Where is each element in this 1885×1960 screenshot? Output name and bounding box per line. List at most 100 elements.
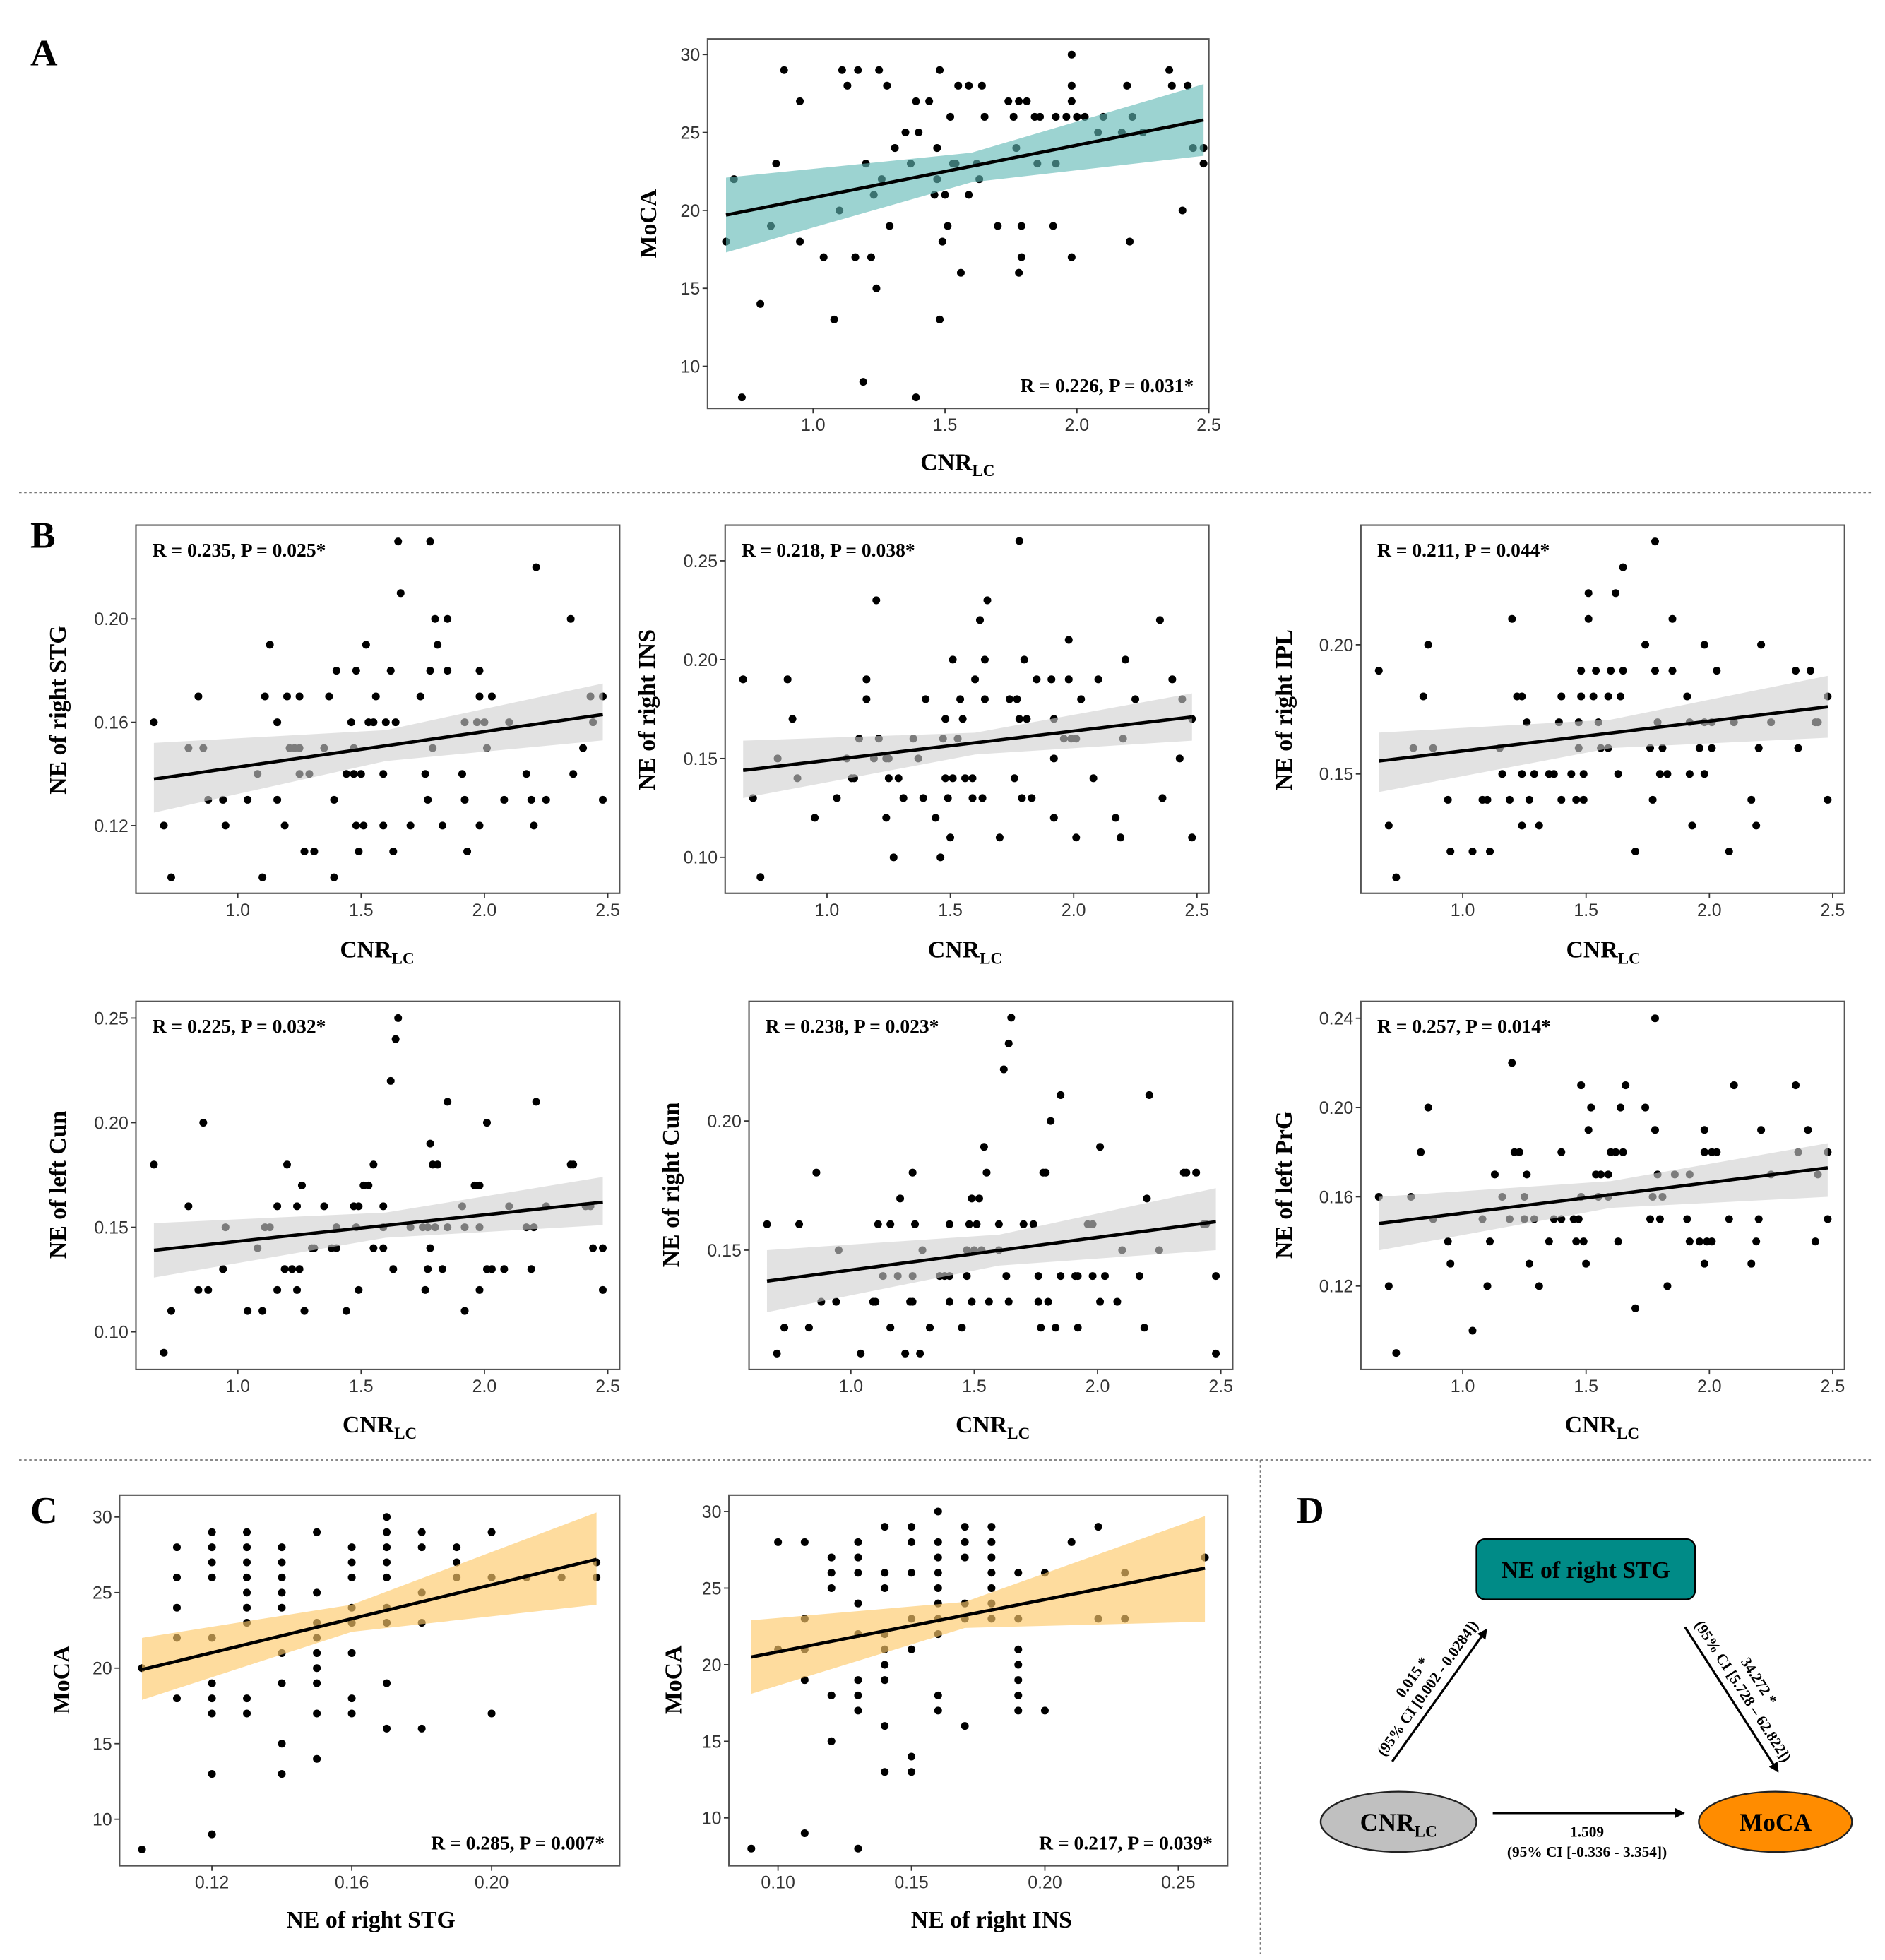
data-point xyxy=(908,1523,916,1531)
x-tick-label: 2.0 xyxy=(472,901,497,920)
data-point xyxy=(386,667,395,675)
data-point xyxy=(1167,81,1176,90)
data-point xyxy=(138,1845,146,1853)
data-point xyxy=(1508,1059,1516,1067)
data-point xyxy=(1135,1272,1143,1281)
data-point xyxy=(1067,253,1076,261)
data-point xyxy=(1589,692,1598,701)
data-point xyxy=(1007,1014,1016,1022)
data-point xyxy=(1713,1148,1721,1156)
data-point xyxy=(424,795,432,804)
data-point xyxy=(1584,589,1593,598)
data-point xyxy=(1617,1103,1625,1112)
data-point xyxy=(987,1538,996,1546)
data-point xyxy=(1049,222,1057,230)
data-point xyxy=(934,1507,942,1516)
x-axis-title-main: NE of right STG xyxy=(286,1907,455,1933)
x-axis-title: CNRLC xyxy=(343,1412,417,1443)
x-tick-label: 1.5 xyxy=(349,901,374,920)
data-point xyxy=(1550,770,1558,778)
correlation-annotation: R = 0.211, P = 0.044* xyxy=(1377,539,1550,561)
data-point xyxy=(891,144,899,153)
panel-label-b: B xyxy=(30,514,56,557)
data-point xyxy=(1631,1304,1640,1312)
data-point xyxy=(208,1528,216,1536)
data-point xyxy=(1730,1081,1738,1090)
x-tick-label: 0.10 xyxy=(761,1873,795,1893)
data-point xyxy=(273,795,282,804)
data-point xyxy=(1518,770,1526,778)
data-point xyxy=(417,1528,426,1536)
path-b-ci: (95% CI [5.728 – 62.822]) xyxy=(1691,1617,1795,1765)
data-point xyxy=(1683,1215,1691,1223)
data-point xyxy=(1486,848,1494,856)
y-tick-label: 0.20 xyxy=(94,1113,128,1133)
data-point xyxy=(273,1285,282,1294)
data-point xyxy=(1444,1237,1452,1246)
data-point xyxy=(160,1348,168,1357)
data-point xyxy=(987,1523,996,1531)
data-point xyxy=(812,1168,821,1177)
x-tick-label: 2.5 xyxy=(595,1377,620,1396)
correlation-annotation: R = 0.238, P = 0.023* xyxy=(766,1015,939,1037)
data-point xyxy=(208,1558,216,1567)
data-point xyxy=(1557,1148,1566,1156)
data-point xyxy=(532,563,540,571)
data-point xyxy=(160,821,168,830)
data-point xyxy=(347,1558,356,1567)
y-tick-label: 25 xyxy=(702,1579,722,1598)
data-point xyxy=(926,1324,934,1332)
data-point xyxy=(266,641,274,649)
regression-line xyxy=(742,715,1193,772)
data-point xyxy=(1158,794,1167,802)
data-point xyxy=(925,97,934,105)
data-point xyxy=(944,222,952,230)
data-point xyxy=(261,692,269,701)
data-point xyxy=(1015,97,1023,105)
data-point xyxy=(426,667,434,675)
regression-line xyxy=(766,1220,1216,1283)
x-axis-title-sub: LC xyxy=(1007,1425,1030,1443)
data-point xyxy=(598,795,607,804)
data-point xyxy=(1535,1282,1543,1290)
x-axis-title-main: CNR xyxy=(343,1412,395,1438)
data-point xyxy=(1725,1215,1733,1223)
data-point xyxy=(737,393,746,402)
data-point xyxy=(1708,1237,1716,1246)
path-c-ci: (95% CI [-0.336 - 3.354]) xyxy=(1507,1843,1667,1860)
data-point xyxy=(961,1538,969,1546)
y-node-label: MoCA xyxy=(1740,1808,1812,1836)
data-point xyxy=(330,795,338,804)
data-point xyxy=(1567,770,1576,778)
x-tick-label: 1.5 xyxy=(933,415,958,435)
x-axis-title: NE of right INS xyxy=(911,1907,1072,1933)
data-point xyxy=(843,81,852,90)
data-point xyxy=(780,1324,789,1332)
data-point xyxy=(968,794,977,802)
panel-b5: 1.0 1.5 2.0 2.5 0.15 0.20 CNRLC NE of right Cun… xyxy=(658,1000,1234,1443)
x-tick-label: 0.20 xyxy=(1028,1873,1062,1893)
data-point xyxy=(854,1706,862,1715)
data-point xyxy=(987,1569,996,1577)
y-tick-label: 0.12 xyxy=(1319,1277,1353,1297)
data-point xyxy=(1023,97,1031,105)
data-point xyxy=(1188,833,1196,842)
data-point xyxy=(881,1722,889,1730)
y-axis-title: NE of right STG xyxy=(45,625,71,794)
data-point xyxy=(941,715,950,723)
data-point xyxy=(961,1523,969,1531)
y-axis-title: NE of right Cun xyxy=(658,1102,684,1267)
data-point xyxy=(1096,1297,1105,1306)
data-point xyxy=(426,1244,434,1252)
data-point xyxy=(1073,112,1081,121)
data-point xyxy=(1062,112,1071,121)
data-point xyxy=(1017,253,1025,261)
data-point xyxy=(901,128,910,137)
data-point xyxy=(916,1349,924,1358)
panel-b1: 1.0 1.5 2.0 2.5 0.12 0.16 0.20 CNRLC NE of right… xyxy=(45,524,621,968)
data-point xyxy=(278,1740,286,1748)
data-point xyxy=(796,97,804,105)
data-point xyxy=(908,1168,917,1177)
data-point xyxy=(1592,667,1600,675)
data-point xyxy=(1178,206,1187,215)
